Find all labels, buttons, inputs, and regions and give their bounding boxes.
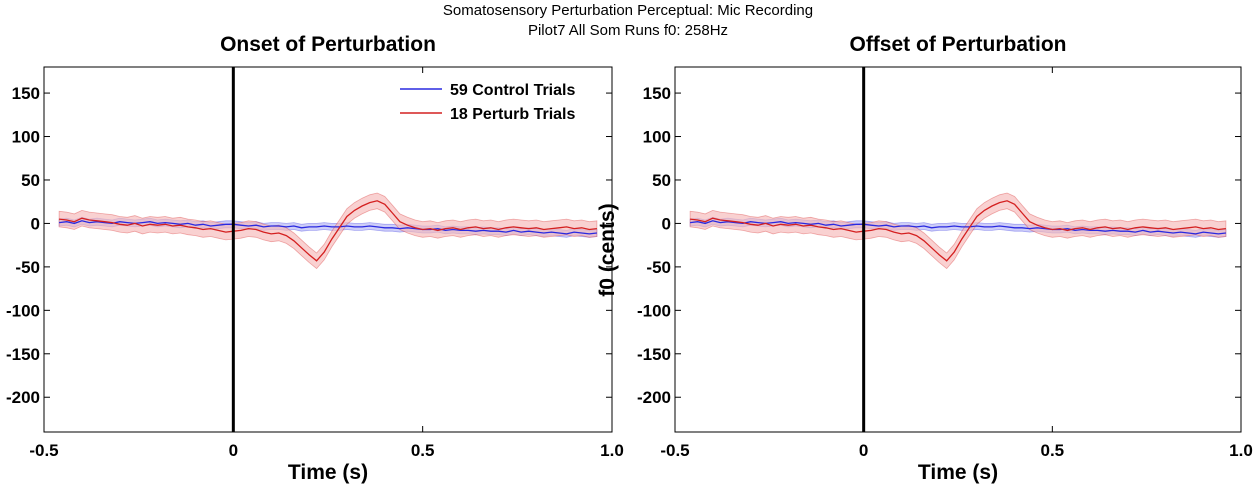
offset-axes-box	[674, 66, 1242, 433]
onset-ytick-label: -200	[6, 388, 40, 407]
onset-ytick-label: 100	[12, 128, 40, 147]
offset-ytick-label: 100	[643, 128, 671, 147]
onset-ytick-label: -150	[6, 345, 40, 364]
onset-ytick-label: 0	[31, 214, 40, 233]
onset-panel: Onset of Perturbation Time (s) -0.5 0 0.5 1…	[6, 33, 624, 484]
offset-ytick-label: 50	[652, 171, 671, 190]
offset-xtick-label: 0.5	[1041, 441, 1065, 460]
onset-xtick-label: 0	[229, 441, 238, 460]
legend: 59 Control Trials 18 Perturb Trials	[400, 82, 575, 123]
offset-series-1-line	[690, 200, 1226, 262]
onset-xtick-label: 1.0	[600, 441, 624, 460]
onset-panel-xlabel: Time (s)	[288, 461, 368, 484]
onset-axes-box	[43, 66, 613, 433]
onset-ytick-label: 50	[21, 171, 40, 190]
onset-xtick-label: 0.5	[411, 441, 435, 460]
legend-label-control: 59 Control Trials	[450, 82, 575, 99]
offset-ytick-label: -200	[637, 388, 671, 407]
offset-panel-xlabel: Time (s)	[918, 461, 998, 484]
onset-ytick-label: -50	[15, 258, 40, 277]
offset-panel-ylabel: f0 (cents)	[596, 203, 619, 296]
legend-label-perturb: 18 Perturb Trials	[450, 106, 575, 123]
offset-ytick-label: -100	[637, 301, 671, 320]
offset-ytick-label: 0	[662, 214, 671, 233]
onset-ytick-label: -100	[6, 301, 40, 320]
figure-suptitle-line1: Somatosensory Perturbation Perceptual: M…	[443, 2, 813, 19]
offset-ytick-label: -50	[646, 258, 671, 277]
onset-ytick-label: 150	[12, 84, 40, 103]
figure-suptitle-line2: Pilot7 All Som Runs f0: 258Hz	[528, 22, 728, 39]
onset-panel-title: Onset of Perturbation	[220, 33, 436, 56]
offset-xtick-label: -0.5	[660, 441, 689, 460]
offset-ytick-label: 150	[643, 84, 671, 103]
offset-series-0-line	[690, 220, 1226, 235]
offset-panel: Offset of Perturbation Time (s) f0 (cent…	[596, 33, 1253, 484]
offset-xtick-label: 0	[859, 441, 868, 460]
onset-xtick-label: -0.5	[29, 441, 58, 460]
offset-xtick-label: 1.0	[1229, 441, 1253, 460]
offset-panel-title: Offset of Perturbation	[849, 33, 1066, 56]
onset-series-0-line	[59, 220, 597, 235]
onset-series-1-line	[59, 200, 597, 262]
offset-ytick-label: -150	[637, 345, 671, 364]
